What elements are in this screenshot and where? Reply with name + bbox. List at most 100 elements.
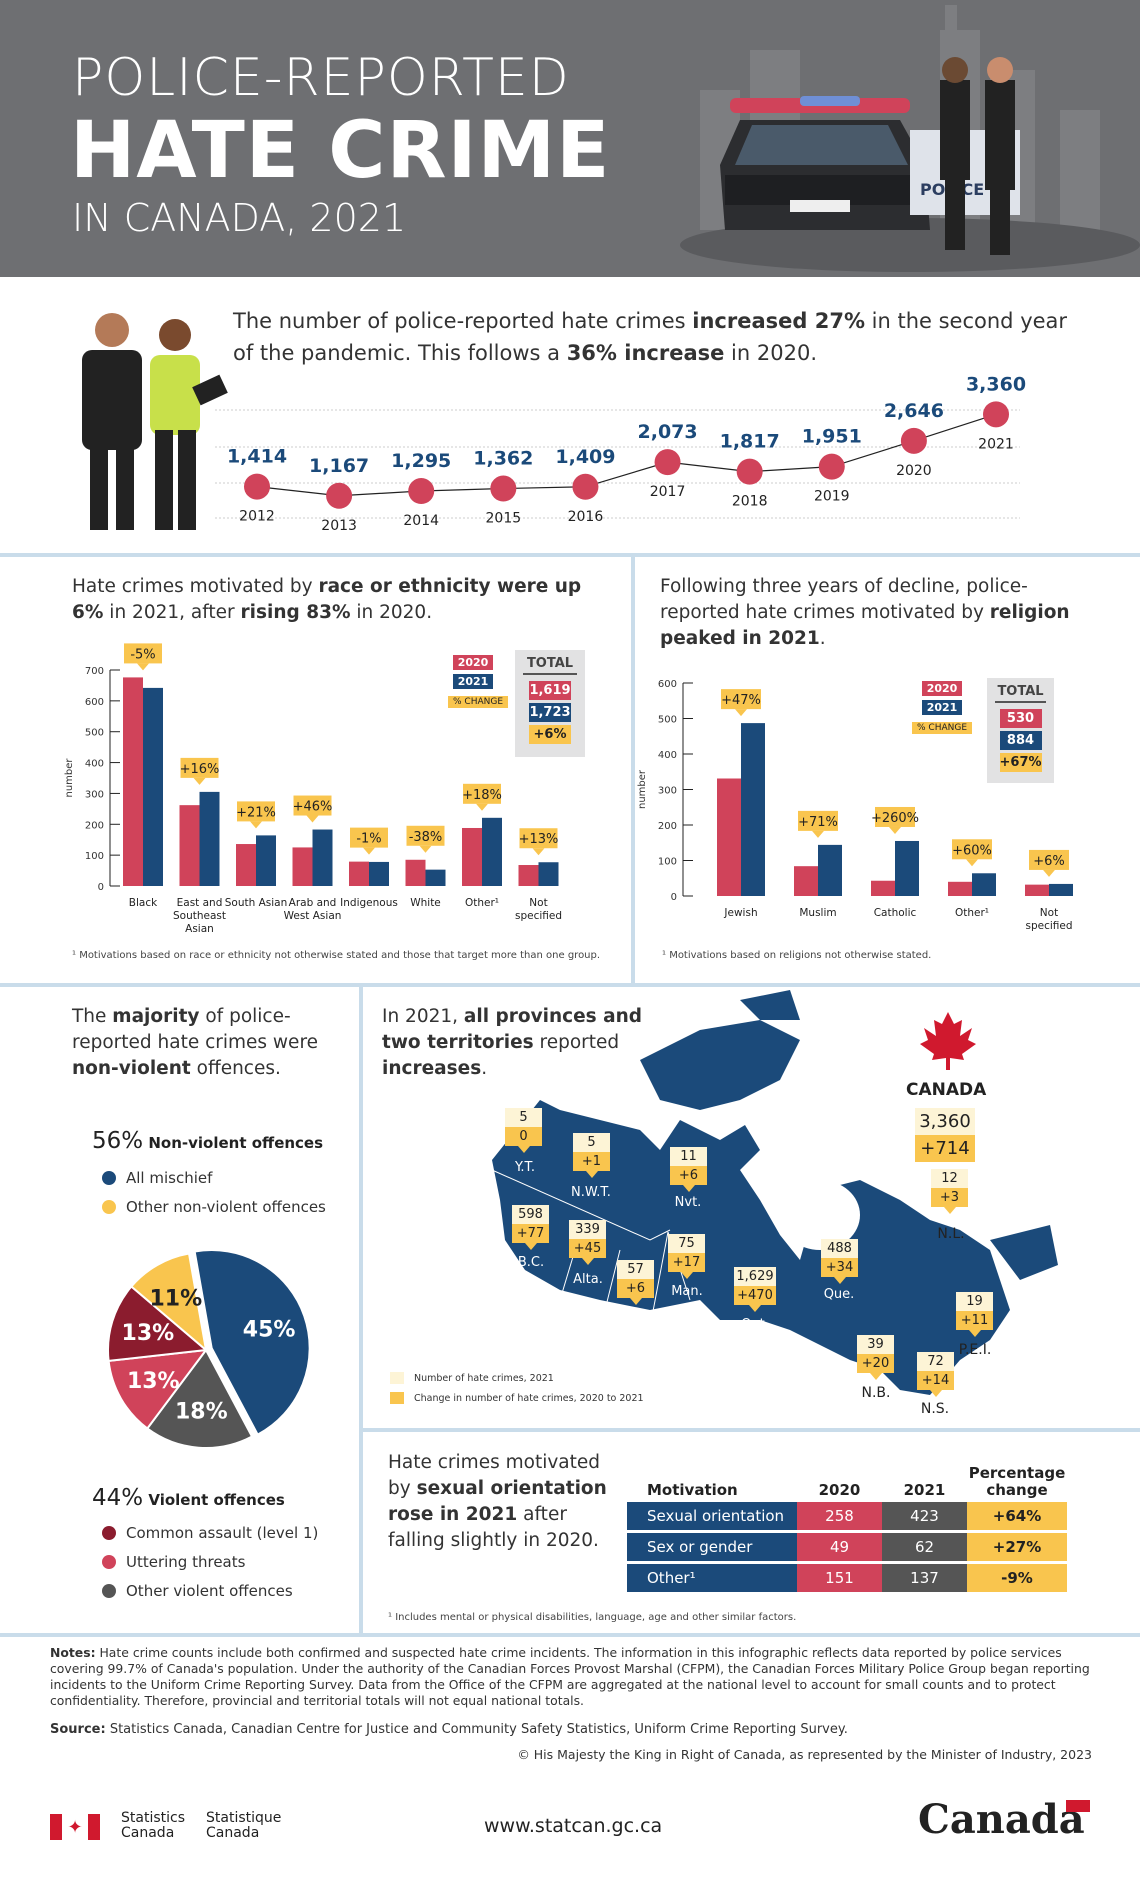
bar-2021 [482,817,502,886]
sexual-heading: Hate crimes motivated by sexual orientat… [388,1452,607,1551]
bar-2021 [369,861,389,886]
trend-line [256,413,997,497]
y-axis-label: number [64,758,75,798]
region-box: 5 +1 [573,1133,610,1178]
region-name: N.W.T. [571,1185,611,1200]
y-tick-label: 600 [85,697,104,708]
pct-change-box [1029,849,1069,870]
region-box: 19 +11 [956,1292,993,1337]
year-label: 2020 [896,463,932,479]
religion-bar-chart: number 0 100 200 300 400 500 600 +47% Jewish +71% M… [637,679,1073,932]
y-tick-label: 400 [85,759,104,770]
legend-dot-icon [102,1526,116,1540]
region-count: 488 [821,1239,858,1258]
region-count: 5 [573,1133,610,1152]
legend-dot-icon [102,1584,116,1598]
data-point [408,478,435,505]
region-name: Ont. [741,1317,769,1332]
region-box: 72 +14 [917,1352,954,1397]
region-name: N.S. [920,1401,950,1417]
region-box: 488 +34 [821,1239,858,1284]
pct-change-label: +16% [180,762,220,777]
legend-item: Uttering threats [102,1553,245,1571]
region-count: 72 [917,1352,954,1371]
category-label: Catholic [874,907,917,919]
pct-change-label: +21% [236,805,276,820]
pie-slice-label: 18% [175,1400,228,1425]
y-tick-label: 700 [85,666,104,677]
bar-2021 [143,687,163,886]
map-legend: Number of hate crimes, 2021 Change in nu… [390,1372,644,1404]
pct-change-label: +6% [1033,854,1065,869]
pie-slice [129,1252,208,1353]
region-count: 75 [668,1234,705,1253]
statcan-fr: Statistique Canada [206,1810,282,1841]
legend-swatch [390,1392,404,1404]
bar-2021 [741,723,765,896]
pct-change-pointer [419,845,432,853]
canada-flag-icon: ✦ [50,1814,100,1840]
pct-change-label: +60% [952,843,992,858]
pct-change-box [350,827,388,848]
website-link[interactable]: www.statcan.gc.ca [484,1815,663,1837]
region-change: +45 [569,1239,606,1258]
y-tick-label: 500 [85,728,104,739]
bar-2021 [256,835,276,886]
pct-change-box [463,783,501,804]
category-label: Southeast [173,910,226,922]
value-label: 3,360 [966,373,1026,395]
data-point [572,473,599,500]
region-name: P.E.I. [958,1342,992,1358]
category-label: Muslim [799,907,836,919]
y-tick-label: 200 [658,821,677,832]
region-box: 12 +3 [931,1169,968,1214]
pct-change-label: +18% [462,788,502,803]
category-label: Not [1040,907,1058,919]
data-point [900,427,927,454]
canada-total-change: +714 [915,1135,975,1162]
region-change: +34 [821,1258,858,1277]
divider [0,553,1140,557]
category-label: Black [129,897,158,909]
region-count: 598 [512,1205,549,1224]
religion-total-box: TOTAL 530 884 +67% [987,678,1054,783]
y-tick-label: 300 [85,789,104,800]
nonviolent-heading: 56% Non-violent offences [92,1128,324,1154]
race-legend: 2020 2021 % CHANGE [448,651,509,708]
category-label: West Asian [284,910,342,922]
legend-item: Common assault (level 1) [102,1524,318,1542]
notes: Notes: Hate crime counts include both co… [50,1645,1090,1708]
y-tick-label: 0 [671,892,677,903]
region-name: Sask. [618,1310,654,1325]
region-name: Y.T. [515,1160,535,1175]
religion-footnote: ¹ Motivations based on religions not oth… [662,950,932,961]
value-label: 1,817 [720,431,780,453]
region-change: +6 [617,1279,654,1298]
pct-change-box [237,801,275,822]
region-box: 598 +77 [512,1205,549,1250]
divider [359,985,363,1635]
pie-slice [107,1348,209,1430]
category-label: Asian [185,923,214,935]
region-count: 339 [569,1220,606,1239]
officers-illustration [82,313,228,530]
race-heading: Hate crimes motivated by race or ethnici… [72,576,582,623]
category-label: Not [529,897,547,909]
bar-2021 [199,791,220,886]
year-label: 2014 [403,513,439,529]
pct-change-label: +13% [519,832,559,847]
value-label: 2,646 [884,400,944,422]
total-2021: 884 [999,731,1042,750]
pie-slice [145,1348,254,1449]
pct-change-box [875,806,915,827]
police-car-illustration: POLICE [680,5,1140,272]
y-tick-label: 400 [658,750,677,761]
region-box: 39 +20 [857,1335,894,1380]
pct-change-label: -5% [130,647,155,662]
region-name: N.B. [861,1385,891,1401]
value-label: 1,414 [227,446,287,468]
pct-change-box [721,689,761,710]
legend-swatch [390,1372,404,1384]
region-count: 57 [617,1260,654,1279]
